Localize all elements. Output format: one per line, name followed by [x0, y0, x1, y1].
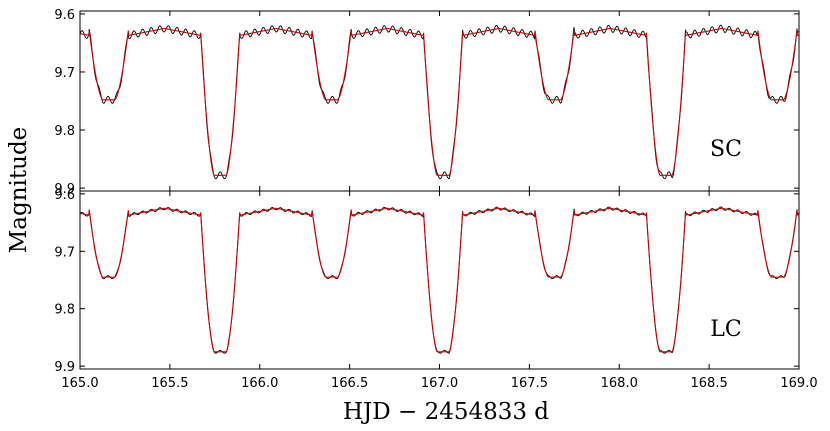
y-tick-label: 9.6 [54, 188, 75, 203]
x-tick-label: 165.0 [61, 376, 98, 391]
series-line-observed [80, 206, 799, 354]
x-tick-label: 165.5 [151, 376, 188, 391]
series-line-model [80, 27, 799, 176]
y-tick-label: 9.7 [54, 66, 75, 81]
plot-frame [79, 190, 800, 370]
panel-label-sc: SC [710, 137, 742, 162]
y-tick-label: 9.9 [54, 360, 75, 375]
x-tick-label: 166.5 [331, 376, 368, 391]
y-tick-label: 9.8 [54, 303, 75, 318]
y-tick-label: 9.6 [54, 8, 75, 23]
x-tick-label: 166.0 [241, 376, 278, 391]
x-tick-label: 169.0 [780, 376, 817, 391]
panel-sc: 9.6 9.7 9.8 9.9 SC [54, 8, 800, 197]
x-axis-title: HJD − 2454833 d [343, 399, 549, 425]
series-line-observed [80, 24, 799, 180]
y-axis-title: Magnitude [6, 127, 32, 254]
y-tick-label: 9.7 [54, 245, 75, 260]
y-tick-label: 9.8 [54, 124, 75, 139]
x-tick-label: 167.0 [421, 376, 458, 391]
x-tick-label: 168.5 [691, 376, 728, 391]
panel-label-lc: LC [710, 317, 741, 342]
panel-lc: 9.6 9.7 9.8 9.9 LC [54, 188, 800, 375]
series-line-model [80, 207, 799, 353]
x-tick-label: 167.5 [511, 376, 548, 391]
x-tick-label: 168.0 [601, 376, 638, 391]
y-tick-label: 9.9 [54, 182, 75, 197]
x-axis: 165.0 165.5 166.0 166.5 167.0 167.5 168.0 168.5… [61, 376, 817, 391]
